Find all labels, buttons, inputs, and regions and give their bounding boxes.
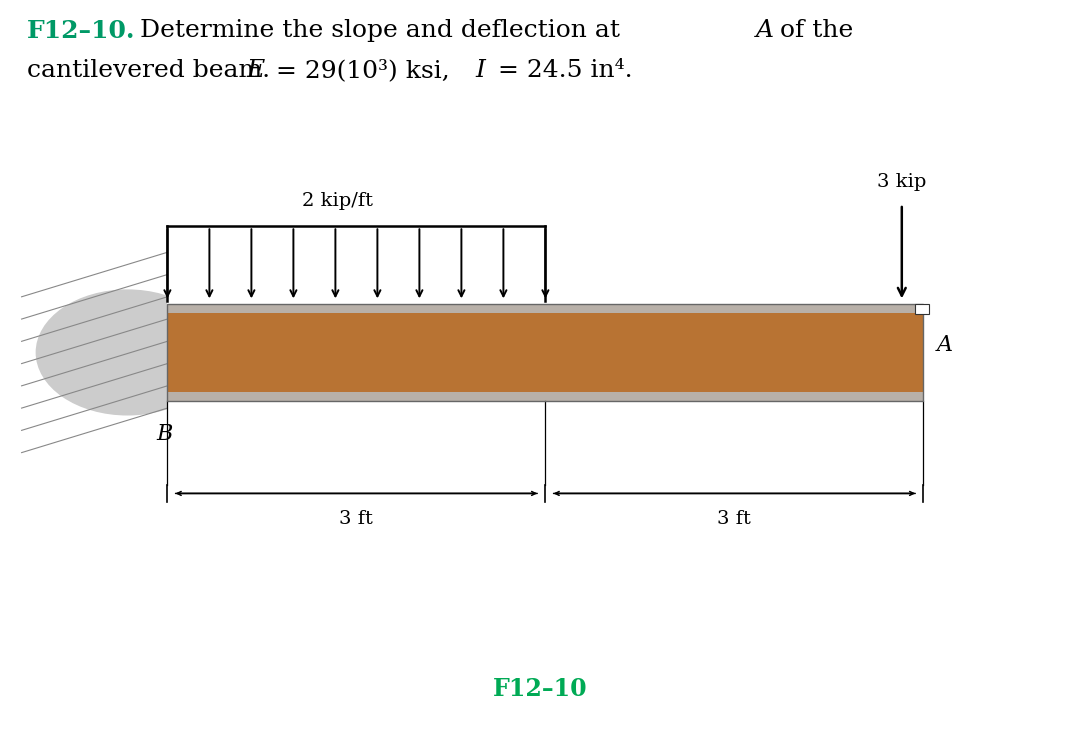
Text: 2 kip/ft: 2 kip/ft: [302, 192, 374, 210]
Bar: [167, 304, 923, 313]
Text: F12–10.: F12–10.: [27, 19, 135, 42]
Text: of the: of the: [772, 19, 853, 42]
Bar: [167, 304, 923, 401]
Text: A: A: [936, 334, 953, 356]
Text: E: E: [246, 59, 265, 82]
Text: 3 ft: 3 ft: [717, 510, 752, 528]
Text: = 29(10³) ksi,: = 29(10³) ksi,: [268, 59, 458, 82]
Bar: [915, 304, 929, 314]
Text: 3 kip: 3 kip: [877, 173, 927, 191]
Text: = 24.5 in⁴.: = 24.5 in⁴.: [490, 59, 633, 82]
Text: cantilevered beam.: cantilevered beam.: [27, 59, 279, 82]
Text: I: I: [475, 59, 485, 82]
Bar: [167, 392, 923, 401]
Text: B: B: [157, 423, 173, 445]
Text: 3 ft: 3 ft: [339, 510, 374, 528]
Text: A: A: [756, 19, 774, 42]
Text: Determine the slope and deflection at: Determine the slope and deflection at: [124, 19, 629, 42]
Text: F12–10: F12–10: [492, 677, 588, 701]
Bar: [167, 304, 923, 401]
Circle shape: [36, 289, 219, 416]
